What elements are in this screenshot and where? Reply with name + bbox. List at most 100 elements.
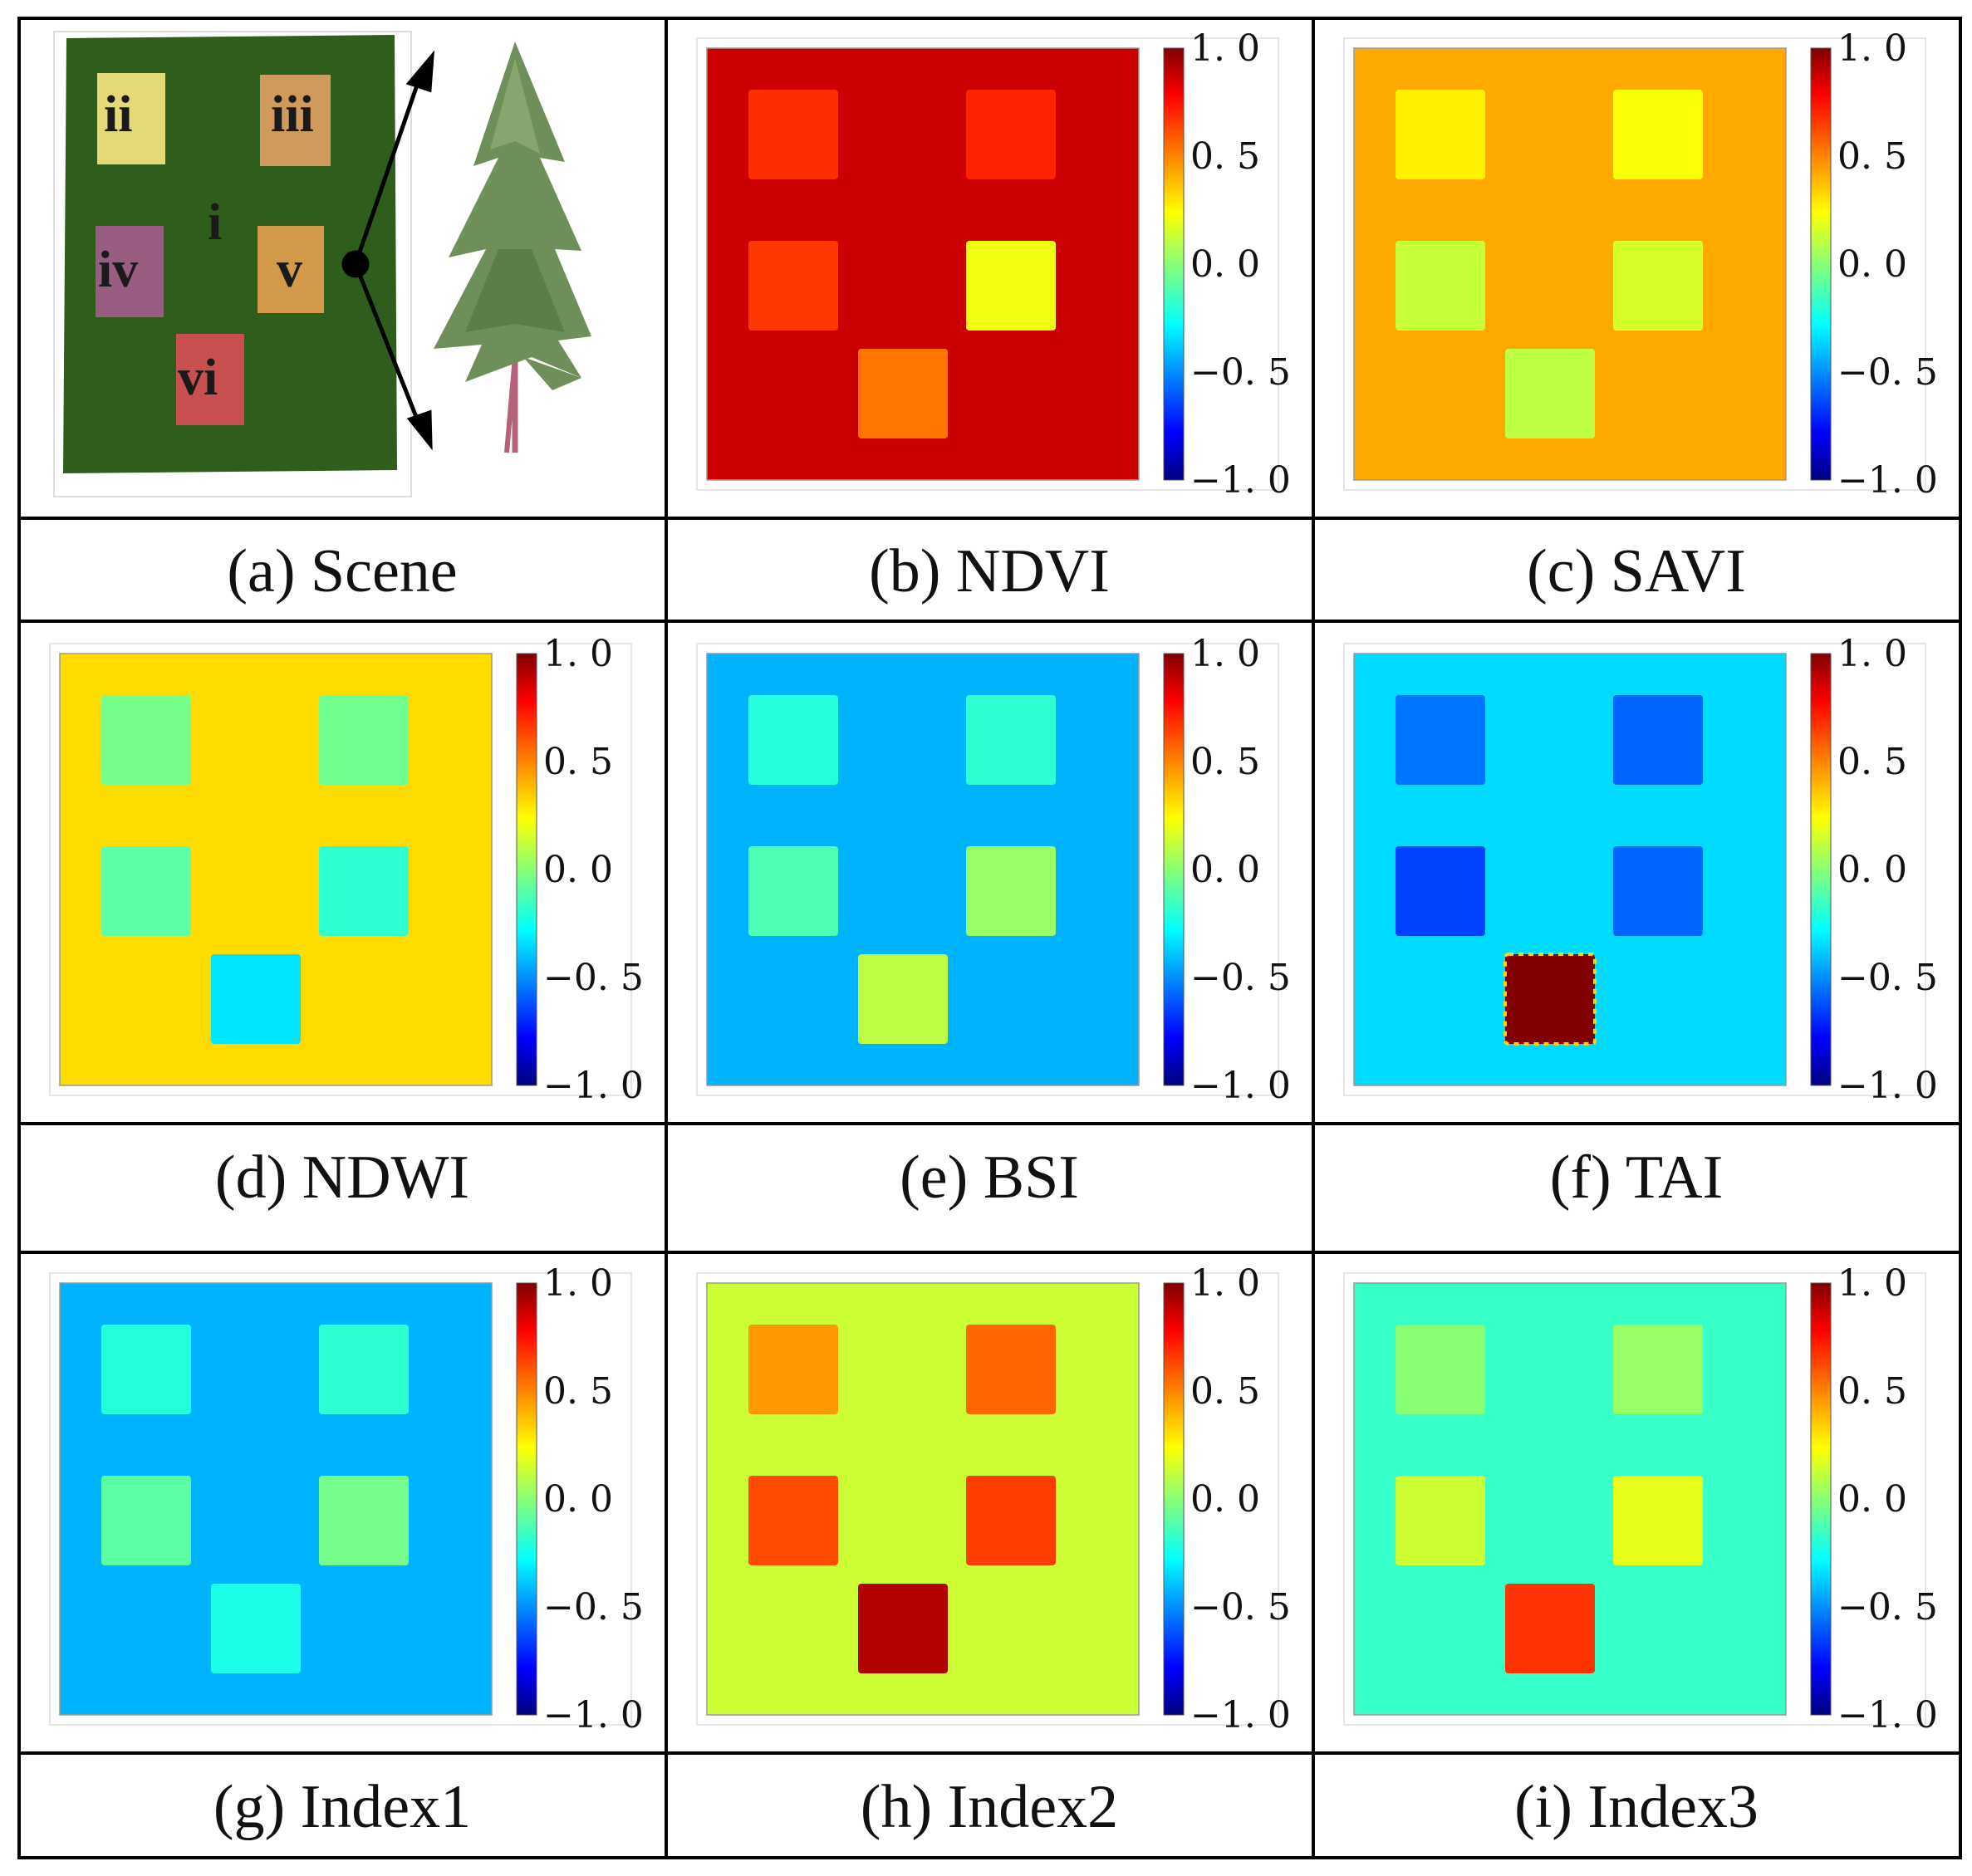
region-square-2: [101, 695, 191, 785]
panel-h: 1. 0 0. 5 0. 0 −0. 5 −1. 0: [696, 1262, 1291, 1736]
region-square-4: [101, 846, 191, 936]
colorbar-tick: −1. 0: [1190, 1065, 1291, 1107]
region-square-4: [748, 241, 838, 331]
region-label-v: v: [277, 242, 302, 298]
colorbar-tick: 0. 0: [543, 1478, 613, 1521]
region-vi: [176, 334, 244, 425]
colorbar-tick: −1. 0: [1837, 1694, 1938, 1736]
region-label-iii: iii: [271, 86, 314, 143]
colorbar-tick: −0. 5: [1837, 351, 1938, 394]
panel-f: 1. 0 0. 5 0. 0 −0. 5 −1. 0: [1343, 633, 1938, 1107]
region-square-2: [1396, 695, 1485, 785]
caption-h: (h) Index2: [861, 1773, 1118, 1841]
region-square-6: [858, 1584, 948, 1673]
table-grid: [17, 17, 1962, 1859]
caption-a: (a) Scene: [227, 537, 457, 605]
region-square-3: [319, 695, 409, 785]
region-square-6: [1504, 953, 1597, 1046]
colorbar-tick: 0. 0: [543, 849, 613, 891]
region-square-6: [1505, 1584, 1595, 1673]
colorbar: [1810, 47, 1832, 481]
colorbar-tick: 1. 0: [1837, 633, 1907, 675]
region-iv: [96, 226, 164, 317]
colorbar-tick: 0. 5: [1190, 1370, 1260, 1413]
scene-panel: ii iii i iv v vi: [53, 31, 591, 497]
region-square-5: [319, 1476, 409, 1565]
panel-i: 1. 0 0. 5 0. 0 −0. 5 −1. 0: [1343, 1262, 1938, 1736]
colorbar-tick: −0. 5: [1190, 1586, 1291, 1629]
colorbar: [516, 1282, 537, 1716]
panel-d: 1. 0 0. 5 0. 0 −0. 5 −1. 0: [49, 633, 644, 1107]
colorbar-tick: 0. 5: [543, 741, 613, 783]
colorbar-tick: −1. 0: [1190, 459, 1291, 502]
caption-d: (d) NDWI: [215, 1144, 469, 1212]
region-square-6: [858, 349, 948, 438]
colorbar-tick: 1. 0: [543, 1262, 613, 1305]
region-square-3: [1613, 90, 1703, 179]
region-square-5: [966, 241, 1056, 331]
region-square-2: [1396, 1325, 1485, 1414]
colorbar-tick: 1. 0: [1190, 27, 1260, 70]
region-square-6: [858, 954, 948, 1044]
colorbar-tick: 1. 0: [1190, 633, 1260, 675]
region-label-iv: iv: [98, 242, 138, 298]
region-square-3: [319, 1325, 409, 1414]
colorbar-tick: 1. 0: [1837, 1262, 1907, 1305]
region-ii: [97, 73, 165, 164]
region-label-i: i: [208, 194, 222, 251]
colorbar-tick: 1. 0: [1837, 27, 1907, 70]
region-square-5: [966, 846, 1056, 936]
colorbar-tick: −0. 5: [543, 1586, 644, 1629]
region-iii: [260, 75, 331, 166]
colorbar: [1810, 1282, 1832, 1716]
caption-g: (g) Index1: [213, 1773, 471, 1841]
region-square-3: [966, 695, 1056, 785]
colorbar-tick: 0. 5: [1190, 741, 1260, 783]
region-square-3: [966, 90, 1056, 179]
colorbar-tick: −0. 5: [1190, 351, 1291, 394]
colorbar-tick: 0. 5: [1190, 135, 1260, 178]
region-square-2: [101, 1325, 191, 1414]
region-square-2: [748, 695, 838, 785]
colorbar-tick: 0. 0: [1837, 1478, 1907, 1521]
region-square-3: [1613, 1325, 1703, 1414]
colorbar-tick: 0. 5: [1837, 135, 1907, 178]
colorbar: [1163, 47, 1185, 481]
region-v: [258, 226, 324, 313]
colorbar-tick: −0. 5: [1837, 1586, 1938, 1629]
colorbar-tick: 0. 0: [1837, 243, 1907, 286]
region-square-4: [748, 1476, 838, 1565]
region-square-4: [101, 1476, 191, 1565]
colorbar-tick: −0. 5: [543, 957, 644, 999]
colorbar-tick: −1. 0: [1837, 1065, 1938, 1107]
region-square-2: [1396, 90, 1485, 179]
caption-i: (i) Index3: [1514, 1773, 1759, 1841]
colorbar: [1163, 653, 1185, 1086]
colorbar-tick: 0. 0: [1837, 849, 1907, 891]
region-square-6: [211, 954, 301, 1044]
region-label-ii: ii: [104, 86, 132, 143]
colorbar-tick: 0. 0: [1190, 849, 1260, 891]
caption-c: (c) SAVI: [1527, 537, 1746, 605]
region-square-6: [211, 1584, 301, 1673]
caption-b: (b) NDVI: [869, 537, 1110, 605]
caption-f: (f) TAI: [1550, 1144, 1723, 1212]
region-square-4: [1396, 241, 1485, 331]
region-label-vi: vi: [178, 350, 218, 406]
colorbar-tick: −1. 0: [1190, 1694, 1291, 1736]
region-square-5: [1613, 1476, 1703, 1565]
colorbar: [516, 653, 537, 1086]
panel-c: 1. 0 0. 5 0. 0 −0. 5 −1. 0: [1343, 27, 1938, 502]
region-square-5: [1613, 846, 1703, 936]
region-square-3: [1613, 695, 1703, 785]
region-square-2: [748, 90, 838, 179]
colorbar-tick: 0. 0: [1190, 1478, 1260, 1521]
region-square-4: [1396, 846, 1485, 936]
region-square-4: [748, 846, 838, 936]
colorbar-tick: −1. 0: [543, 1065, 644, 1107]
caption-e: (e) BSI: [900, 1144, 1079, 1212]
region-square-2: [748, 1325, 838, 1414]
panel-b: 1. 0 0. 5 0. 0 −0. 5 −1. 0: [696, 27, 1291, 502]
region-square-3: [966, 1325, 1056, 1414]
